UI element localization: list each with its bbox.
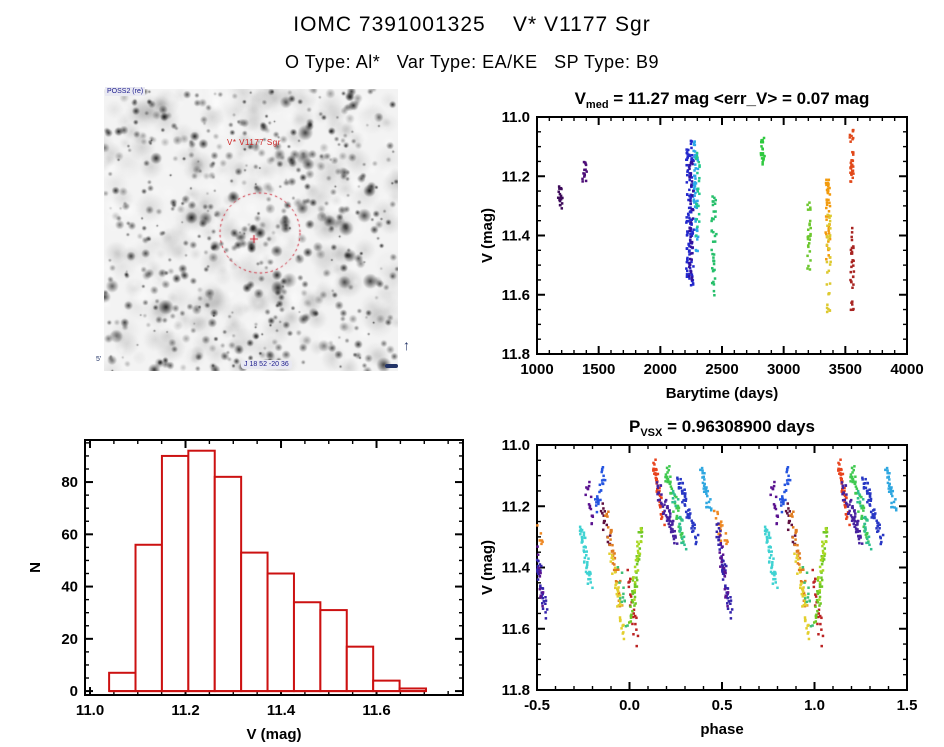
svg-text:40: 40 — [61, 579, 78, 596]
magnitude-histogram: 11.0 11.2 11.4 11.6 0 20 40 60 80 V (mag) N — [30, 439, 464, 743]
svg-text:11.4: 11.4 — [502, 228, 531, 245]
compass-north-icon: ↑ — [403, 337, 410, 353]
svg-text:1.0: 1.0 — [804, 697, 825, 714]
svg-text:0.0: 0.0 — [619, 697, 640, 714]
svg-text:PVSX = 0.96308900 days: PVSX = 0.96308900 days — [629, 417, 815, 439]
svg-text:11.0: 11.0 — [502, 109, 530, 126]
svg-text:V (mag): V (mag) — [479, 540, 496, 595]
phase-folded-plot: -0.5 0.0 0.5 1.0 1.5 11.0 11.2 11.4 11.6 11.8 phas… — [479, 417, 918, 738]
east-marker-icon — [385, 364, 398, 368]
svg-text:11.6: 11.6 — [502, 287, 530, 304]
finding-chart-image — [104, 89, 398, 371]
svg-text:N: N — [30, 562, 44, 573]
svg-text:11.8: 11.8 — [502, 346, 530, 363]
svg-text:11.0: 11.0 — [502, 437, 530, 454]
svg-text:3500: 3500 — [829, 361, 862, 378]
svg-text:V (mag): V (mag) — [246, 726, 301, 743]
svg-text:1000: 1000 — [520, 361, 553, 378]
svg-text:Barytime (days): Barytime (days) — [666, 385, 779, 402]
scale-label: 5' — [96, 356, 102, 363]
svg-text:3000: 3000 — [767, 361, 800, 378]
svg-text:20: 20 — [61, 631, 78, 648]
svg-text:4000: 4000 — [890, 361, 923, 378]
lightcurve-plot: 1000 1500 2000 2500 3000 3500 4000 11.0 11.2 11.4… — [479, 89, 924, 402]
svg-text:0.5: 0.5 — [712, 697, 733, 714]
svg-text:phase: phase — [700, 721, 743, 738]
svg-text:11.2: 11.2 — [502, 168, 530, 185]
svg-text:V (mag): V (mag) — [479, 208, 496, 263]
svg-text:Vmed = 11.27 mag <err_V> = 0.0: Vmed = 11.27 mag <err_V> = 0.07 mag — [575, 89, 870, 111]
page-title: IOMC 7391001325 V* V1177 Sgr — [293, 13, 651, 36]
svg-text:1500: 1500 — [582, 361, 615, 378]
svg-text:11.2: 11.2 — [502, 498, 530, 515]
svg-text:11.4: 11.4 — [267, 702, 296, 719]
coordinates-label: J 18 52 -20 36 — [241, 360, 292, 369]
target-star-label: V* V1177 Sgr — [227, 138, 281, 147]
svg-text:11.8: 11.8 — [502, 682, 530, 699]
svg-text:11.6: 11.6 — [502, 621, 530, 638]
svg-text:11.2: 11.2 — [171, 702, 199, 719]
svg-text:11.4: 11.4 — [502, 560, 531, 577]
svg-text:0: 0 — [70, 683, 78, 700]
svg-text:1.5: 1.5 — [897, 697, 918, 714]
svg-text:11.0: 11.0 — [76, 702, 104, 719]
survey-label: POSS2 (re) — [105, 87, 146, 96]
svg-text:11.6: 11.6 — [362, 702, 390, 719]
svg-text:80: 80 — [61, 474, 78, 491]
svg-text:2500: 2500 — [705, 361, 738, 378]
svg-text:2000: 2000 — [644, 361, 677, 378]
svg-text:-0.5: -0.5 — [524, 697, 550, 714]
svg-text:60: 60 — [61, 526, 78, 543]
object-types-subtitle: O Type: Al* Var Type: EA/KE SP Type: B9 — [284, 52, 660, 72]
